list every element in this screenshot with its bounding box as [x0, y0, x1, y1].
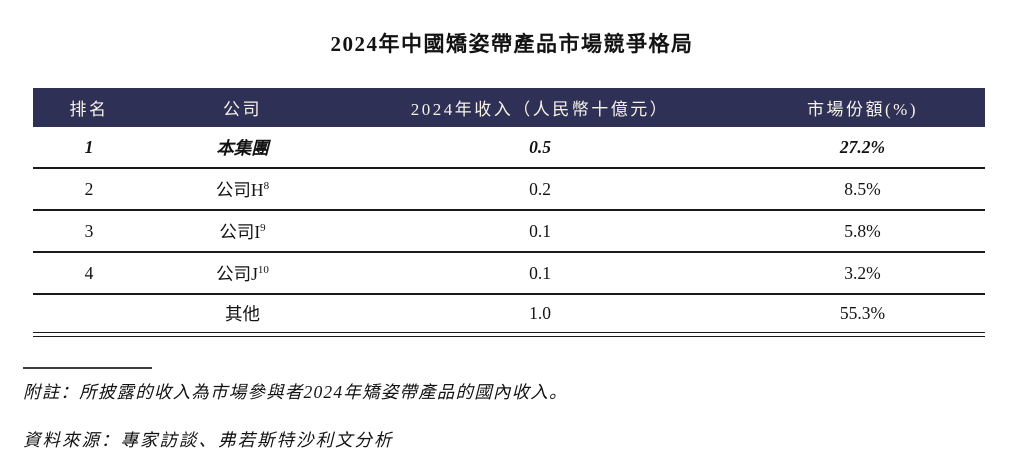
- cell-rank: 1: [84, 136, 94, 157]
- cell-share: 8.5%: [844, 178, 881, 199]
- company-name: 公司J: [216, 263, 258, 284]
- page-title: 2024年中國矯姿帶產品市場競爭格局: [330, 32, 694, 56]
- company-name: 公司H: [215, 179, 264, 200]
- cell-company: 公司I9: [145, 219, 340, 244]
- cell-company: 公司J10: [145, 261, 340, 286]
- footnote-text: 附註：所披露的收入為市場參與者2024年矯姿帶產品的國內收入。: [23, 382, 568, 402]
- footnote-ref: 10: [257, 263, 269, 276]
- cell-revenue: 0.2: [529, 178, 551, 199]
- cell-rank: 2: [84, 178, 94, 199]
- cell-revenue: 0.5: [529, 136, 551, 157]
- cell-revenue: 1.0: [529, 303, 551, 323]
- cell-revenue: 0.1: [529, 220, 551, 241]
- table-row: 3 公司I9 0.1 5.8%: [33, 211, 985, 253]
- column-header-rank: 排名: [69, 100, 109, 119]
- cell-share: 3.2%: [844, 262, 881, 283]
- footnote-ref: 9: [260, 221, 266, 234]
- column-header-company: 公司: [223, 100, 262, 119]
- cell-rank: 3: [84, 220, 94, 241]
- column-header-revenue: 2024年收入（人民幣十億元）: [410, 100, 670, 119]
- footnote-divider: [23, 367, 152, 369]
- table-row: 1 本集團 0.5 27.2%: [33, 127, 985, 169]
- cell-share: 5.8%: [844, 220, 881, 241]
- table-row: 其他 1.0 55.3%: [33, 295, 985, 332]
- footnote-ref: 8: [263, 179, 270, 192]
- company-name: 公司I: [219, 221, 261, 242]
- cell-company: 公司H8: [145, 177, 340, 202]
- company-name: 其他: [225, 304, 260, 324]
- market-competition-table: 排名 公司 2024年收入（人民幣十億元） 市場份額(%) 1 本集團 0.5 …: [33, 88, 985, 337]
- cell-company: 其他: [145, 301, 340, 326]
- cell-rank: 4: [84, 262, 94, 283]
- source-text: 資料來源：專家訪談、弗若斯特沙利文分析: [23, 430, 394, 450]
- column-header-share: 市場份額(%): [807, 100, 918, 119]
- table-header-row: 排名 公司 2024年收入（人民幣十億元） 市場份額(%): [33, 88, 985, 127]
- table-row: 4 公司J10 0.1 3.2%: [33, 253, 985, 295]
- company-name: 本集團: [216, 137, 269, 158]
- cell-company: 本集團: [145, 135, 340, 160]
- table-bottom-rule: [33, 332, 985, 337]
- table-row: 2 公司H8 0.2 8.5%: [33, 169, 985, 211]
- cell-share: 27.2%: [839, 136, 886, 157]
- cell-revenue: 0.1: [529, 262, 551, 283]
- cell-share: 55.3%: [839, 303, 886, 323]
